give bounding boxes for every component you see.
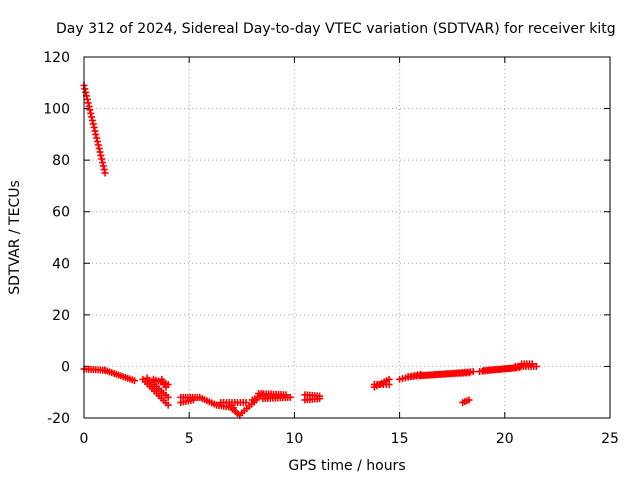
y-axis-label: SDTVAR / TECUs <box>7 180 23 295</box>
y-tick-label: 40 <box>52 256 70 272</box>
data-point <box>82 88 90 96</box>
x-tick-label: 10 <box>285 431 303 447</box>
data-point <box>164 401 172 409</box>
data-point <box>465 369 473 377</box>
data-point <box>99 162 107 170</box>
y-tick-label: 0 <box>61 359 70 375</box>
data-point <box>97 152 105 160</box>
data-point <box>316 395 324 403</box>
data-point <box>92 130 100 138</box>
x-tick-label: 5 <box>185 431 194 447</box>
data-point <box>99 159 107 167</box>
data-point <box>91 127 99 135</box>
data-point <box>94 141 102 149</box>
data-point <box>85 102 93 110</box>
data-point <box>242 399 250 407</box>
x-tick-label: 20 <box>496 431 514 447</box>
data-point <box>81 85 89 93</box>
data-point <box>88 116 96 124</box>
data-point <box>93 134 101 142</box>
x-tick-labels: 0 5 10 15 20 25 <box>80 431 619 447</box>
y-tick-label: 100 <box>43 102 70 118</box>
data-point <box>96 148 104 156</box>
data-point <box>98 155 106 163</box>
data-point <box>465 396 473 404</box>
data-point <box>100 166 108 174</box>
y-tick-label: 60 <box>52 205 70 221</box>
data-point <box>84 99 92 107</box>
chart-title: Day 312 of 2024, Sidereal Day-to-day VTE… <box>56 21 616 37</box>
data-point <box>95 144 103 152</box>
y-tick-label: 120 <box>43 50 70 66</box>
data-point <box>90 123 98 131</box>
data-point <box>130 377 138 385</box>
data-point <box>532 362 540 370</box>
y-tick-label: 20 <box>52 308 70 324</box>
x-axis-label: GPS time / hours <box>288 458 405 474</box>
data-point <box>87 109 95 117</box>
x-tick-label: 0 <box>80 431 89 447</box>
data-point <box>164 393 172 401</box>
y-tick-labels: -20 0 20 40 60 80 100 120 <box>43 50 70 427</box>
data-point <box>528 360 536 368</box>
data-points <box>80 81 540 419</box>
x-tick-label: 15 <box>391 431 409 447</box>
data-point <box>88 113 96 121</box>
plot-frame <box>83 56 611 419</box>
data-point <box>93 137 101 145</box>
data-point <box>189 396 197 404</box>
x-tick-label: 25 <box>601 431 619 447</box>
data-point <box>101 169 109 177</box>
data-point <box>469 368 477 376</box>
y-tick-label: -20 <box>47 411 70 427</box>
data-point <box>86 106 94 114</box>
y-tick-label: 80 <box>52 153 70 169</box>
data-point <box>89 120 97 128</box>
data-point <box>385 380 393 388</box>
data-point <box>83 95 91 103</box>
data-point <box>286 393 294 401</box>
grid-lines <box>84 57 610 418</box>
data-point <box>162 383 170 391</box>
